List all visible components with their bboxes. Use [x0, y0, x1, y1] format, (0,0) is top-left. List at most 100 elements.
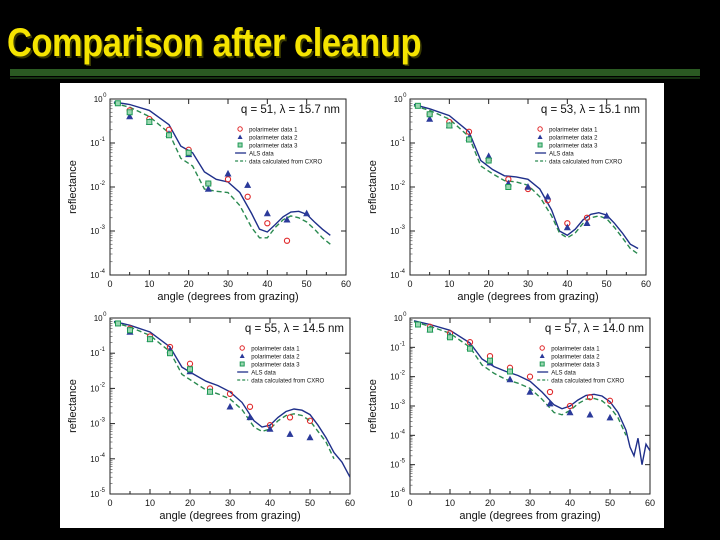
polarimeter-1-point	[224, 176, 232, 183]
y-tick-exponent: -3	[400, 400, 406, 406]
title-underline	[10, 69, 700, 76]
polarimeter-1-point	[306, 417, 314, 424]
y-tick-exponent: -1	[100, 347, 106, 353]
polarimeter-3-point	[447, 334, 453, 341]
polarimeter-3-point	[485, 157, 492, 164]
polarimeter-1-point	[586, 394, 594, 401]
polarimeter-3-point	[505, 184, 512, 190]
x-tick-label: 30	[523, 279, 533, 289]
x-tick-label: 10	[144, 279, 154, 289]
polarimeter-3-point	[147, 336, 153, 343]
polarimeter-2-point	[426, 115, 434, 122]
polarimeter-3-point	[466, 136, 472, 143]
y-tick-label: 10	[90, 490, 99, 499]
y-tick-exponent: -5	[400, 459, 406, 465]
legend-label: ALS data	[551, 371, 576, 377]
polarimeter-1-point	[286, 414, 294, 421]
legend-label: polarimeter data 1	[549, 128, 598, 134]
als-data-line	[113, 101, 331, 236]
x-tick-label: 10	[145, 498, 155, 508]
y-tick-exponent: -1	[400, 341, 406, 347]
polarimeter-2-point	[583, 219, 591, 226]
polarimeter-1-point	[246, 403, 254, 410]
polarimeter-3-point	[415, 321, 421, 328]
y-tick-exponent: -6	[400, 488, 406, 494]
data-group	[113, 100, 331, 245]
x-tick-label: 20	[184, 279, 194, 289]
polarimeter-2-point	[226, 402, 234, 410]
polarimeter-3-point	[187, 366, 193, 373]
legend-label: polarimeter data 1	[251, 347, 300, 353]
polarimeter-2-point	[303, 209, 311, 217]
y-axis-label: reflectance	[367, 160, 379, 214]
x-tick-label: 10	[444, 279, 454, 289]
polarimeter-2-point	[246, 413, 254, 421]
polarimeter-3-point	[487, 357, 493, 364]
x-axis-label: angle (degrees from grazing)	[159, 510, 300, 522]
legend-swatch-square	[239, 361, 245, 367]
polarimeter-1-point	[186, 360, 194, 367]
polarimeter-2-point	[244, 181, 252, 188]
y-tick-label: 10	[90, 349, 99, 358]
y-tick-label: 10	[394, 95, 403, 104]
cxro-calculated-line	[413, 105, 639, 255]
y-tick-label: 10	[90, 227, 99, 236]
x-tick-label: 0	[407, 279, 412, 289]
cxro-calculated-line	[113, 321, 335, 460]
x-axis-label: angle (degrees from grazing)	[457, 291, 598, 303]
x-tick-label: 0	[107, 498, 112, 508]
polarimeter-3-point	[426, 111, 433, 118]
y-tick-label: 10	[390, 227, 399, 236]
x-tick-label: 0	[407, 498, 412, 508]
polarimeter-2-point	[563, 223, 571, 231]
polarimeter-1-point	[264, 220, 271, 227]
y-tick-exponent: -5	[100, 488, 106, 494]
polarimeter-1-point	[526, 373, 534, 380]
polarimeter-1-point	[606, 397, 614, 404]
legend-swatch-triangle	[239, 353, 245, 358]
x-tick-label: 60	[645, 498, 655, 508]
y-tick-exponent: -2	[100, 181, 106, 187]
polarimeter-3-point	[205, 180, 212, 187]
legend-label: data calculated from CXRO	[549, 160, 622, 166]
x-tick-label: 30	[223, 279, 233, 289]
x-tick-label: 0	[107, 279, 112, 289]
x-tick-label: 10	[445, 498, 455, 508]
x-axis-label: angle (degrees from grazing)	[157, 291, 298, 303]
y-tick-label: 10	[90, 183, 99, 192]
polarimeter-2-point	[546, 399, 554, 407]
y-tick-label: 10	[94, 95, 103, 104]
x-tick-label: 60	[341, 279, 351, 289]
legend-label: polarimeter data 3	[251, 363, 300, 369]
polarimeter-3-point	[114, 100, 121, 107]
x-tick-label: 20	[484, 279, 494, 289]
legend-label: polarimeter data 2	[249, 136, 298, 142]
x-tick-label: 50	[305, 498, 315, 508]
x-tick-label: 30	[225, 498, 235, 508]
data-group	[413, 320, 650, 465]
y-tick-exponent: -3	[400, 225, 406, 231]
x-tick-label: 40	[562, 279, 572, 289]
polarimeter-1-point	[283, 237, 291, 244]
legend-swatch-square	[539, 361, 545, 367]
y-tick-label: 10	[90, 384, 99, 393]
y-tick-label: 10	[390, 402, 399, 411]
legend-swatch-triangle	[539, 353, 545, 358]
legend-label: ALS data	[549, 152, 574, 158]
polarimeter-2-point	[606, 413, 614, 421]
x-tick-label: 50	[605, 498, 615, 508]
legend-label: ALS data	[249, 152, 274, 158]
y-tick-label: 10	[390, 139, 399, 148]
als-data-line	[413, 320, 650, 465]
y-tick-label: 10	[90, 420, 99, 429]
y-tick-label: 10	[390, 183, 399, 192]
x-axis-label: angle (degrees from grazing)	[459, 510, 600, 522]
y-tick-label: 10	[390, 431, 399, 440]
legend-swatch-circle	[239, 345, 245, 351]
legend-label: polarimeter data 2	[551, 355, 600, 361]
polarimeter-2-point	[266, 425, 274, 432]
x-tick-label: 50	[602, 279, 612, 289]
x-tick-label: 40	[565, 498, 575, 508]
y-tick-exponent: -4	[400, 269, 406, 275]
